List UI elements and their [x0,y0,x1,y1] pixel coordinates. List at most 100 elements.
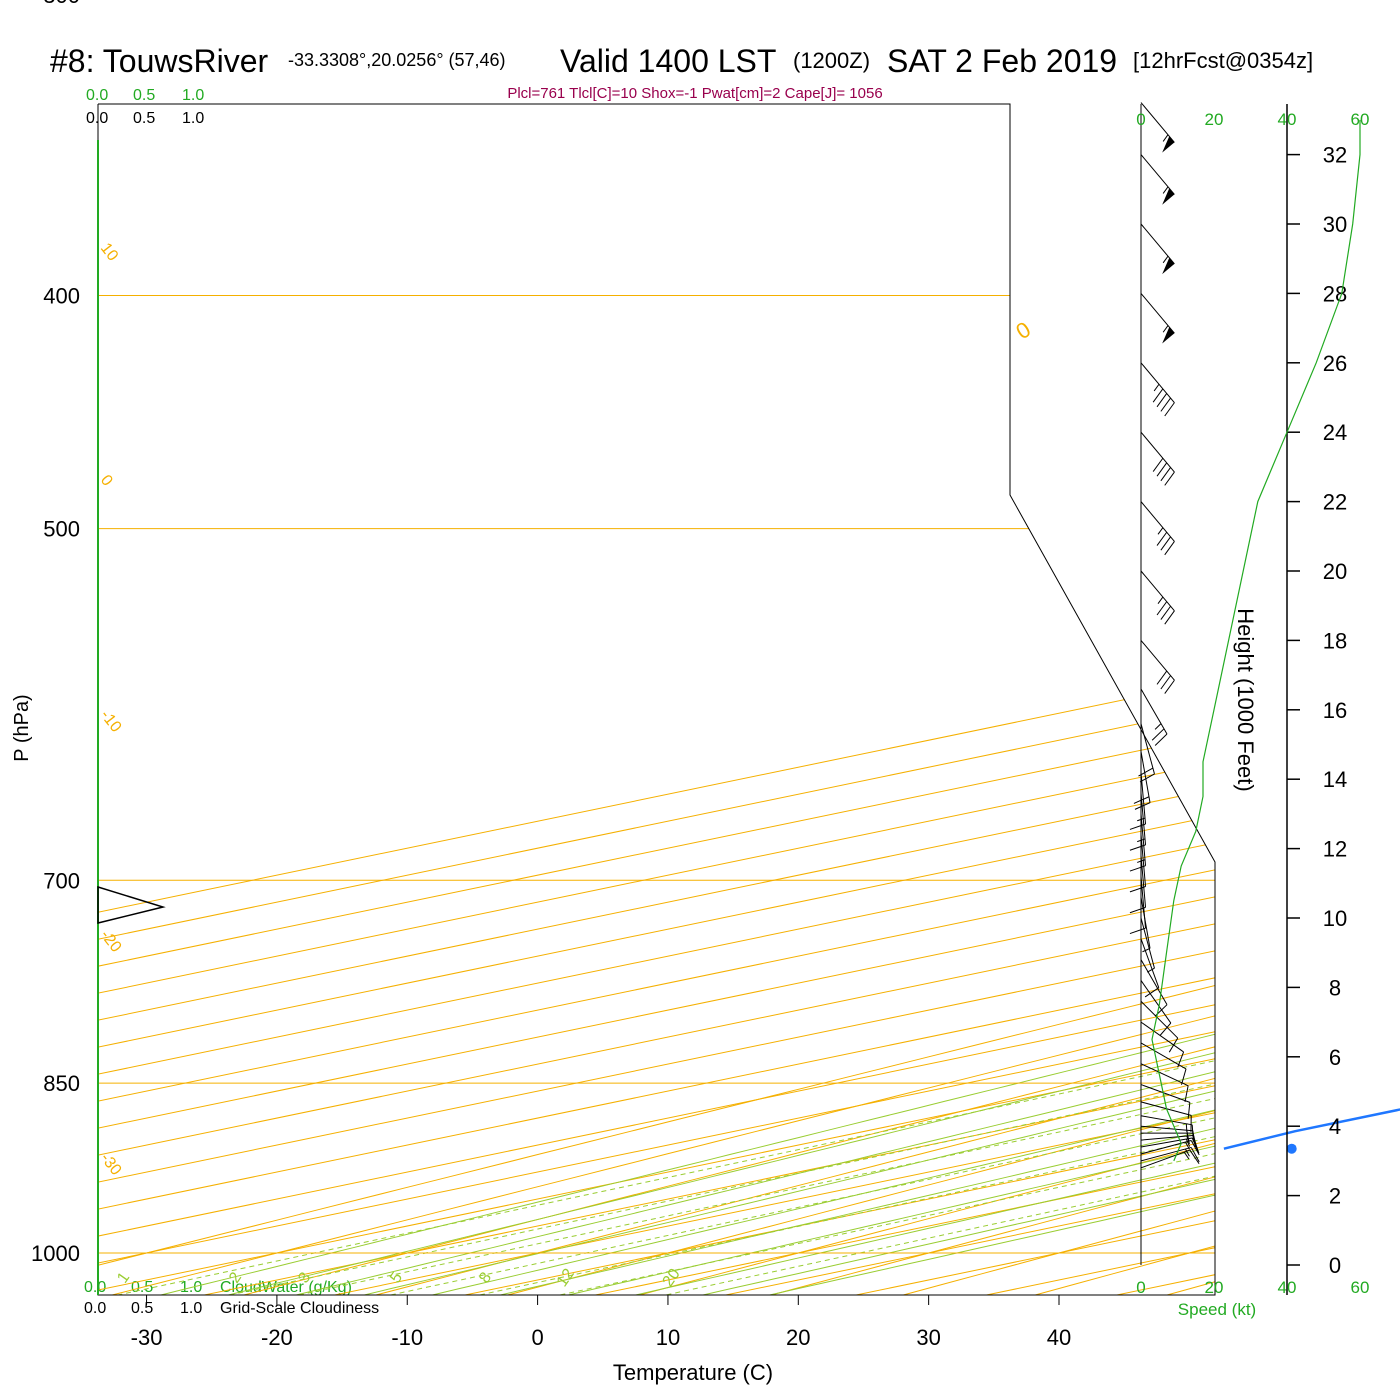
wind-barb [1140,501,1175,556]
wind-barb [1140,293,1175,344]
wind-barb-half-feather [1162,325,1169,333]
wind-barb-feather [1160,467,1171,482]
wind-barb-feather [1152,457,1164,472]
plot-frame [97,103,1216,1296]
wind-barb-staff [1140,688,1168,735]
pressure-tick-label: 1000 [31,1241,80,1266]
moist-adiabat-line [98,104,1215,1295]
wind-barb-half-feather [1157,527,1164,535]
isotherm-line [98,104,1215,1295]
dry-adiabat-line [154,104,1215,1295]
wind-barb-staff [1140,1000,1179,1039]
x-axis-label: Temperature (C) [613,1360,773,1385]
wind-barb-staff [1140,751,1151,803]
wind-barb-feather [1156,670,1168,685]
wind-barb-half-feather [1137,838,1146,843]
speed-tick-bottom: 40 [1278,1278,1297,1297]
wind-barb-staff [1140,876,1147,929]
wind-barb-half-feather [1162,255,1169,264]
height-tick-label: 30 [1323,212,1347,237]
cloudiness-tick-bottom-0: 0.0 [84,1300,106,1317]
height-tick-label: 10 [1323,906,1347,931]
cloudwater-label: CloudWater (g/Kg) [220,1279,352,1296]
height-tick-label: 22 [1323,490,1347,515]
wind-barb-staff [1140,223,1175,265]
dry-adiabat-line [824,104,1215,1295]
wind-barb [1140,154,1175,205]
cloudiness-tick-top-2: 1.0 [182,110,204,127]
wind-barb-feather [1164,471,1175,486]
wind-barb-staff [1140,640,1175,681]
speed-tick-bottom: 0 [1136,1278,1145,1297]
pressure-tick-label: 400 [43,283,80,308]
pressure-axis: 2503004005007008501000 [31,0,80,1266]
wind-barb-feather [1190,1147,1200,1163]
wind-barb-feather [1190,1140,1200,1156]
moist-adiabat-line [98,104,1215,1295]
speed-tick-top: 20 [1205,110,1224,129]
sounding-profiles [1223,1108,1400,1154]
wind-barb-staff [1140,1140,1192,1155]
wind-barb-staff [1140,1084,1191,1103]
isotherm-line [98,104,1215,1295]
temperature-tick-label: 30 [916,1325,940,1350]
wind-barb-staff [1140,980,1172,1024]
wind-barb-staff [1140,154,1175,195]
isobars [98,294,1215,1254]
wind-barb-half-feather [1137,817,1146,822]
wind-barb-half-feather [1183,1151,1190,1160]
y-axis-label: P (hPa) [11,694,33,761]
wind-barb-feather [1177,1051,1185,1068]
wind-barb-feather [1156,393,1168,408]
isotherm-line [98,104,1215,1295]
wind-barb-staff [1140,1021,1184,1053]
moist-adiabat-line [98,104,1215,1295]
wind-barb-half-feather [1184,1148,1190,1157]
wind-barb-staff [1140,1063,1189,1087]
wind-barb-feather [1164,610,1175,625]
isotherm-label: 0 [1011,317,1035,345]
temperature-tick-label: -20 [261,1325,293,1350]
temperature-tick-label: 20 [786,1325,810,1350]
wind-barb-staff [1140,501,1175,542]
wind-barb-feather [1133,796,1150,804]
wind-barb [1140,938,1160,998]
isotherm-line [577,104,1215,1295]
dewpoint-profile [1223,1108,1400,1150]
pressure-tick-label: 500 [43,517,80,542]
wind-barb [1129,855,1147,914]
wind-barb-feather [1160,675,1171,690]
cloudwater-tick-top-1: 0.5 [133,87,155,104]
cloud-marker [97,885,166,924]
wind-barb-feather [1129,886,1146,893]
height-tick-label: 14 [1323,767,1347,792]
moist-adiabat-line [251,104,1215,1295]
pressure-tick-label: 700 [43,868,80,893]
wind-barb-staff [1140,1135,1193,1141]
wind-barb-half-feather [1162,134,1169,142]
wind-barb-staff [1140,1125,1193,1132]
moist-adiabat-line [382,104,1215,1295]
wind-barb [1129,876,1147,935]
wind-barb-staff [1140,917,1155,969]
valid-date: SAT 2 Feb 2019 [887,43,1117,79]
cloudiness-tick-bottom-1: 0.5 [131,1300,153,1317]
isotherm-line [838,104,1215,1295]
dry-adiabats [98,104,1215,1295]
wind-barb-feather [1152,388,1164,403]
wind-barb-feather [1159,1022,1172,1036]
cloudwater-tick-bottom-0: 0.0 [84,1279,106,1296]
wind-barb-half-feather [1147,967,1155,973]
wind-barb-staff [1140,723,1155,775]
wind-barb [1140,102,1175,153]
moist-adiabat-line [186,104,1215,1295]
height-tick-label: 24 [1323,420,1347,445]
pressure-tick-label: 300 [43,0,80,8]
valid-time: Valid 1400 LST [560,43,776,79]
wind-barb-staff [1140,855,1147,908]
speed-tick-bottom: 60 [1351,1278,1370,1297]
dry-adiabat-line [556,104,1215,1295]
moist-adiabat-line [121,104,1215,1295]
